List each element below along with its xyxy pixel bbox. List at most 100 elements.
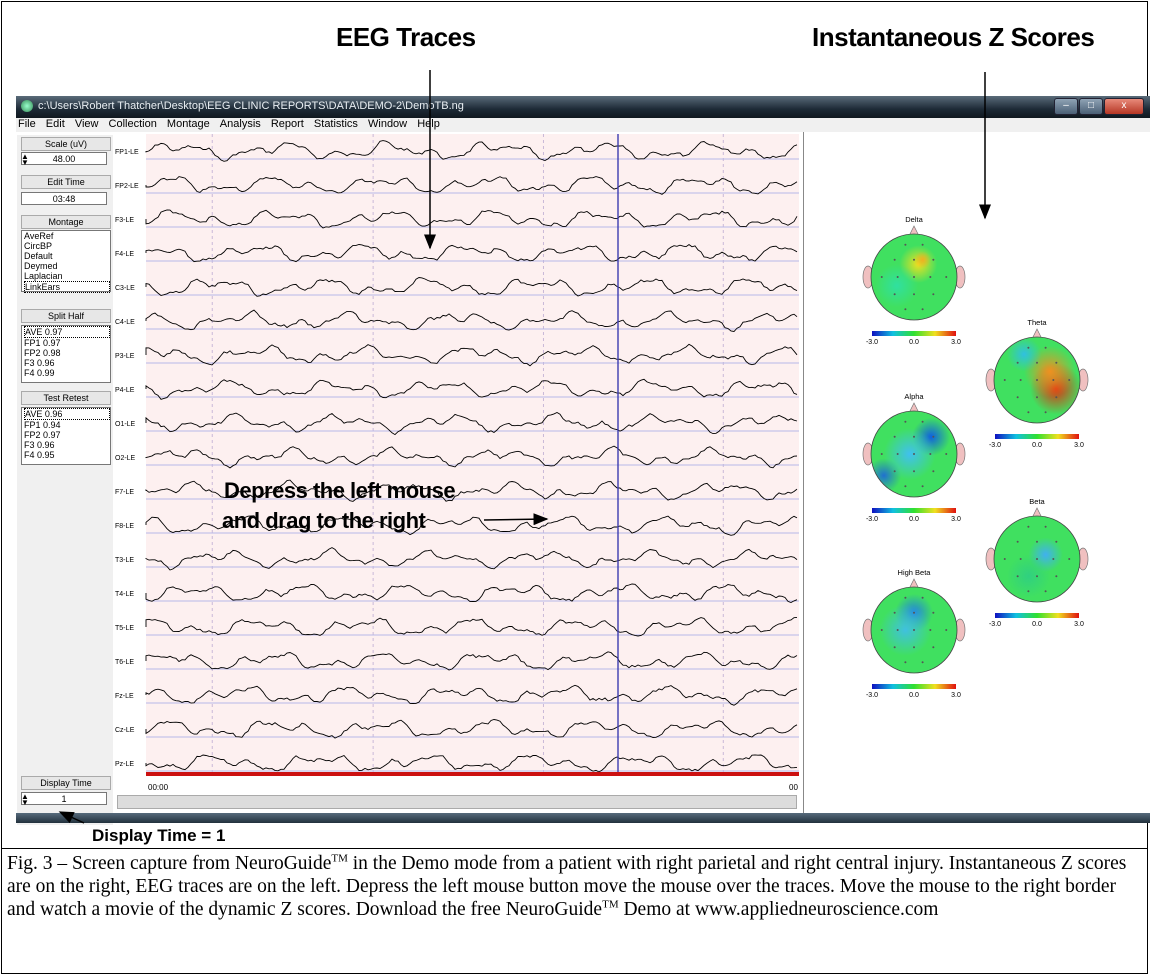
electrode-dot	[893, 470, 896, 473]
z-blob	[875, 264, 919, 308]
electrode-dot	[896, 453, 899, 455]
scale-tick-label: 0.0	[1032, 621, 1042, 628]
electrode-dot	[913, 435, 915, 438]
list-item[interactable]: AVE 0.97	[24, 326, 110, 338]
menu-bar: File Edit View Collection Montage Analys…	[16, 118, 1150, 132]
list-item[interactable]: AVE 0.96	[24, 408, 110, 420]
minimize-button[interactable]: –	[1054, 98, 1078, 115]
z-color-scale	[872, 331, 956, 336]
list-item[interactable]: FP2 0.98	[24, 348, 61, 358]
eeg-trace-svg[interactable]: FP1-LE FP2-LE F3-LE F4-LE C3-LE C4-LE P3-LE P4-…	[113, 132, 803, 797]
z-score-panel: Delta -3.0 0.0 3.0 Theta -3.0 0.0 3.0 Alpha -3.0 0…	[803, 132, 1151, 813]
montage-list[interactable]: AveRef CircBP Default Deymed Laplacian L…	[21, 230, 111, 293]
electrode-dot	[1044, 411, 1047, 414]
electrode-dot	[945, 276, 948, 278]
channel-label: O1-LE	[115, 421, 136, 428]
list-item[interactable]: Deymed	[24, 261, 58, 271]
scale-tick-label: 3.0	[1074, 621, 1084, 628]
list-item[interactable]: Laplacian	[24, 271, 63, 281]
channel-label: F3-LE	[115, 217, 134, 224]
eeg-trace-panel[interactable]: FP1-LE FP2-LE F3-LE F4-LE C3-LE C4-LE P3-LE P4-…	[113, 132, 803, 842]
menu-collection[interactable]: Collection	[108, 118, 157, 130]
electrode-dot	[913, 293, 915, 296]
head-outline	[870, 586, 958, 674]
test-retest-list[interactable]: AVE 0.96 FP1 0.94 FP2 0.97 F3 0.96 F4 0.…	[21, 407, 111, 465]
menu-analysis[interactable]: Analysis	[219, 118, 261, 130]
channel-label: Cz-LE	[115, 727, 135, 734]
scale-value: 48.00	[52, 154, 76, 164]
menu-view[interactable]: View	[74, 118, 99, 130]
horizontal-scrollbar[interactable]	[117, 795, 797, 809]
list-item-selected[interactable]: LinkEars	[24, 281, 110, 293]
electrode-dot	[1016, 540, 1019, 543]
electrode-dot	[929, 276, 932, 278]
z-map-high-beta: High Beta -3.0 0.0 3.0	[862, 568, 966, 699]
window-title: c:\Users\Robert Thatcher\Desktop\EEG CLI…	[38, 100, 464, 112]
electrode-dot	[1036, 575, 1038, 578]
head-outline	[993, 515, 1081, 603]
electrode-dot	[893, 293, 896, 296]
menu-report[interactable]: Report	[270, 118, 304, 130]
menu-statistics[interactable]: Statistics	[313, 118, 358, 130]
channel-label: T5-LE	[115, 625, 134, 632]
head-outline	[870, 410, 958, 498]
electrode-dot	[893, 646, 896, 649]
electrode-dot	[921, 485, 924, 488]
list-item[interactable]: AveRef	[24, 231, 54, 241]
electrode-dot	[1044, 590, 1047, 593]
list-item[interactable]: FP1 0.97	[24, 338, 61, 348]
list-item[interactable]: F4 0.95	[24, 450, 55, 460]
edit-time-input[interactable]: 03:48	[21, 192, 107, 205]
z-color-scale	[872, 508, 956, 513]
spinner-icon[interactable]: ▲ ▼	[21, 152, 29, 167]
menu-montage[interactable]: Montage	[166, 118, 210, 130]
menu-window[interactable]: Window	[368, 118, 408, 130]
electrode-dot	[932, 646, 935, 649]
edit-time-value: 03:48	[52, 194, 76, 204]
electrode-dot	[1027, 346, 1030, 349]
electrode-dot	[929, 629, 932, 631]
list-item[interactable]: F3 0.96	[24, 440, 55, 450]
maximize-button[interactable]: □	[1079, 98, 1103, 115]
time-start-label: 00:00	[148, 783, 169, 792]
menu-file[interactable]: File	[18, 118, 36, 130]
menu-help[interactable]: Help	[417, 118, 440, 130]
z-blob	[914, 251, 932, 269]
electrode-dot	[1036, 361, 1038, 364]
drag-instruction-line1: Depress the left mouse	[224, 478, 456, 503]
electrode-dot	[921, 243, 924, 246]
electrode-dot	[904, 485, 907, 488]
head-blobs	[875, 245, 938, 308]
scale-input[interactable]: ▲ ▼ 48.00	[21, 152, 107, 167]
electrode-dot	[1055, 361, 1058, 364]
eeg-trace	[145, 616, 798, 637]
window-titlebar[interactable]: c:\Users\Robert Thatcher\Desktop\EEG CLI…	[16, 96, 1150, 118]
electrode-dot	[1036, 540, 1038, 543]
close-button[interactable]: x	[1104, 98, 1144, 115]
electrode-dot	[1016, 396, 1019, 399]
z-map-theta: Theta -3.0 0.0 3.0	[985, 318, 1089, 449]
drag-instruction-line2: and drag to the right	[222, 508, 426, 533]
electrode-dot	[929, 453, 932, 455]
drag-arrow	[483, 513, 549, 526]
split-half-list[interactable]: AVE 0.97 FP1 0.97 FP2 0.98 F3 0.96 F4 0.…	[21, 325, 111, 383]
eeg-trace	[145, 176, 798, 195]
spinner-icon[interactable]: ▲ ▼	[21, 792, 29, 807]
list-item[interactable]: Default	[24, 251, 53, 261]
list-item[interactable]: FP1 0.94	[24, 420, 61, 430]
channel-label: C4-LE	[115, 319, 135, 326]
eeg-trace	[145, 140, 798, 162]
electrode-dot	[904, 308, 907, 311]
figure-image-area	[1, 1, 1148, 849]
list-item[interactable]: CircBP	[24, 241, 53, 251]
display-time-input[interactable]: ▲ ▼ 1	[21, 792, 107, 807]
electrode-dot	[904, 243, 907, 246]
list-item[interactable]: F3 0.96	[24, 358, 55, 368]
list-item[interactable]: FP2 0.97	[24, 430, 61, 440]
eeg-trace	[145, 547, 798, 571]
electrode-dot	[1036, 396, 1038, 399]
menu-edit[interactable]: Edit	[45, 118, 65, 130]
electrode-dot	[921, 308, 924, 311]
edit-time-label: Edit Time	[21, 175, 111, 189]
list-item[interactable]: F4 0.99	[24, 368, 55, 378]
